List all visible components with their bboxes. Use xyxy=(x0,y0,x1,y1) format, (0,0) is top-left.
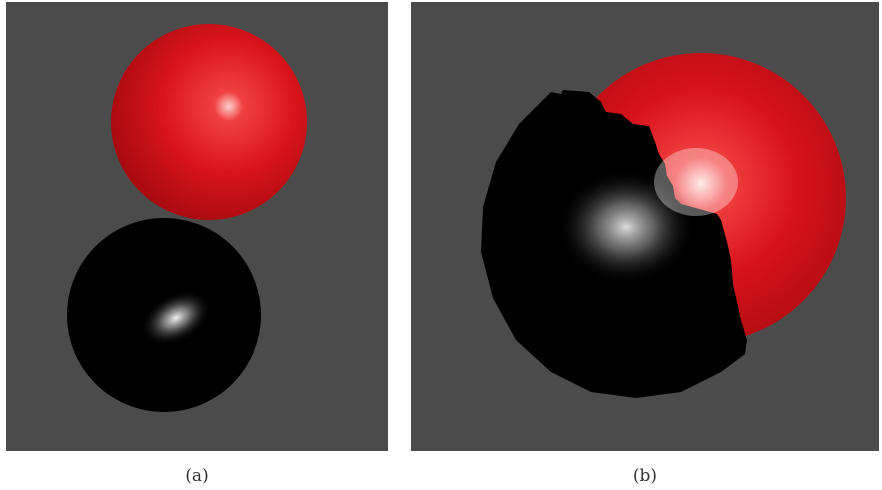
caption-a: (a) xyxy=(185,466,209,486)
caption-b: (b) xyxy=(632,466,658,486)
specular-highlight xyxy=(556,169,696,285)
panel-b-render xyxy=(411,2,879,451)
specular-highlight xyxy=(140,290,212,346)
red-sphere xyxy=(111,24,307,220)
red-highlight xyxy=(654,148,738,216)
panel-a-render xyxy=(6,2,388,451)
